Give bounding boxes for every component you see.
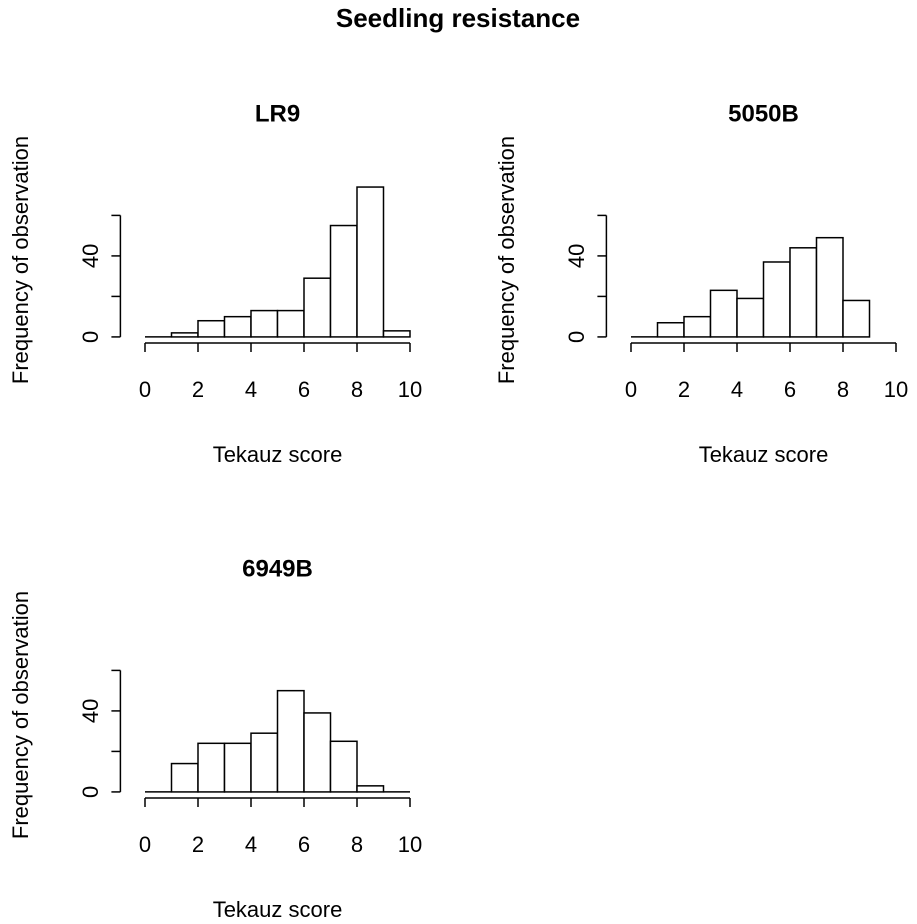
x-tick-label: 8 <box>837 377 849 402</box>
bar <box>356 186 385 338</box>
x-tick-label: 0 <box>139 832 151 857</box>
bar <box>329 224 358 338</box>
y-tick-label: 40 <box>78 244 103 268</box>
y-tick-label: 40 <box>564 244 589 268</box>
y-axis-label: Frequency of observation <box>8 136 33 384</box>
panel-title: 6949B <box>242 555 313 582</box>
x-tick-label: 0 <box>625 377 637 402</box>
x-axis-label: Tekauz score <box>213 897 343 922</box>
x-axis-label: Tekauz score <box>699 442 829 467</box>
bar <box>842 299 871 338</box>
bar <box>762 261 791 338</box>
bar <box>356 785 385 793</box>
y-tick-label: 40 <box>78 699 103 723</box>
bar <box>170 762 199 793</box>
bar <box>683 315 712 338</box>
bar <box>303 712 332 793</box>
panel-title: LR9 <box>255 100 300 127</box>
bar <box>223 315 252 338</box>
x-tick-label: 4 <box>245 377 257 402</box>
x-tick-label: 2 <box>192 832 204 857</box>
x-tick-label: 4 <box>245 832 257 857</box>
bar <box>197 742 226 793</box>
bar <box>656 321 685 338</box>
bar <box>250 732 279 793</box>
bar <box>815 236 844 338</box>
y-tick-label: 0 <box>78 331 103 343</box>
x-tick-label: 6 <box>298 377 310 402</box>
x-tick-label: 8 <box>351 832 363 857</box>
x-tick-label: 2 <box>192 377 204 402</box>
bar <box>736 297 765 338</box>
y-tick-label: 0 <box>78 786 103 798</box>
bar <box>197 319 226 338</box>
bar <box>276 309 305 338</box>
x-tick-label: 10 <box>398 377 422 402</box>
x-tick-label: 6 <box>298 832 310 857</box>
x-tick-label: 2 <box>678 377 690 402</box>
x-tick-label: 8 <box>351 377 363 402</box>
bar <box>329 740 358 793</box>
bar <box>250 309 279 338</box>
bar <box>709 289 738 338</box>
x-tick-label: 0 <box>139 377 151 402</box>
y-tick-label: 0 <box>564 331 589 343</box>
bar <box>303 277 332 338</box>
figure-title: Seedling resistance <box>336 3 580 33</box>
x-axis-label: Tekauz score <box>213 442 343 467</box>
x-tick-label: 4 <box>731 377 743 402</box>
bar <box>276 689 305 793</box>
y-axis-label: Frequency of observation <box>8 591 33 839</box>
x-tick-label: 6 <box>784 377 796 402</box>
x-tick-label: 10 <box>884 377 908 402</box>
panel-title: 5050B <box>728 100 799 127</box>
bar <box>789 247 818 338</box>
bar <box>382 330 411 338</box>
bar <box>223 742 252 793</box>
bar <box>170 332 199 338</box>
x-tick-label: 10 <box>398 832 422 857</box>
y-axis-label: Frequency of observation <box>494 136 519 384</box>
